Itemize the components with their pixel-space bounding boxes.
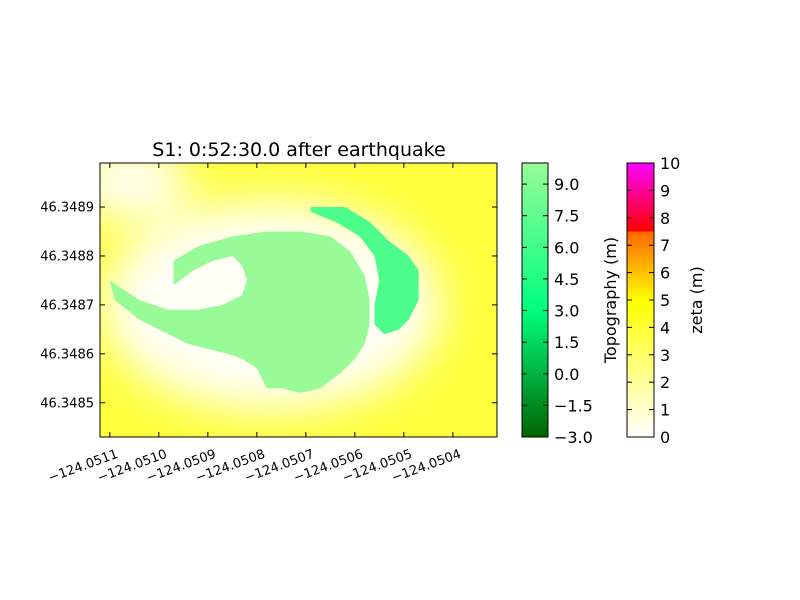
land-main-island <box>109 231 370 393</box>
chart-title: S1: 0:52:30.0 after earthquake <box>152 139 445 161</box>
colorbar-tick-label: 10 <box>660 154 680 173</box>
colorbar-tick-label: −1.5 <box>554 396 593 415</box>
colorbar-label: zeta (m) <box>687 266 706 333</box>
land-regions <box>109 207 419 393</box>
colorbar-tick-label: 3.0 <box>554 302 579 321</box>
colorbar-tick-label: 4.5 <box>554 270 579 289</box>
colorbar-tick-label: 8 <box>660 209 670 228</box>
colorbar-tick-label: 1.5 <box>554 333 579 352</box>
land-east-ridge <box>310 207 419 335</box>
colorbar-tick-label: 5 <box>660 291 670 310</box>
colorbar-tick-label: 7 <box>660 236 670 255</box>
colorbar-tick-label: 9.0 <box>554 175 579 194</box>
y-tick-label: 46.3486 <box>40 347 94 362</box>
nearshore-corner <box>100 163 190 219</box>
colorbar-tick-label: 7.5 <box>554 207 579 226</box>
plot-frame <box>99 162 498 438</box>
topography-colorbar: −3.0 −1.5 0.0 1.5 3.0 4.5 6.0 7.5 9.0 Topography … <box>521 162 620 447</box>
y-axis: 46.3485 46.3486 46.3487 46.3488 46.3489 <box>40 201 497 411</box>
colorbar-tick-label: 0 <box>660 428 670 447</box>
colorbar-tick-label: 3 <box>660 346 670 365</box>
colorbar-label: Topography (m) <box>601 237 620 364</box>
colorbar-tick-label: 0.0 <box>554 365 579 384</box>
colorbar-tick-label: 4 <box>660 318 670 337</box>
y-tick-label: 46.3488 <box>40 249 94 264</box>
colorbar-scale <box>521 162 549 438</box>
zeta-colorbar: 0 1 2 3 4 5 6 7 8 9 10 zeta (m) <box>626 154 706 447</box>
colorbar-tick-label: 2 <box>660 373 670 392</box>
plot-area <box>100 163 497 437</box>
colorbar-tick-label: 6.0 <box>554 238 579 257</box>
colorbar-tick-label: −3.0 <box>554 428 593 447</box>
y-tick-label: 46.3485 <box>40 396 94 411</box>
y-tick-label: 46.3487 <box>40 298 94 313</box>
colorbar-tick-label: 6 <box>660 264 670 283</box>
y-tick-label: 46.3489 <box>40 201 94 216</box>
colorbar-tick-label: 1 <box>660 401 670 420</box>
colorbar-tick-label: 9 <box>660 181 670 200</box>
